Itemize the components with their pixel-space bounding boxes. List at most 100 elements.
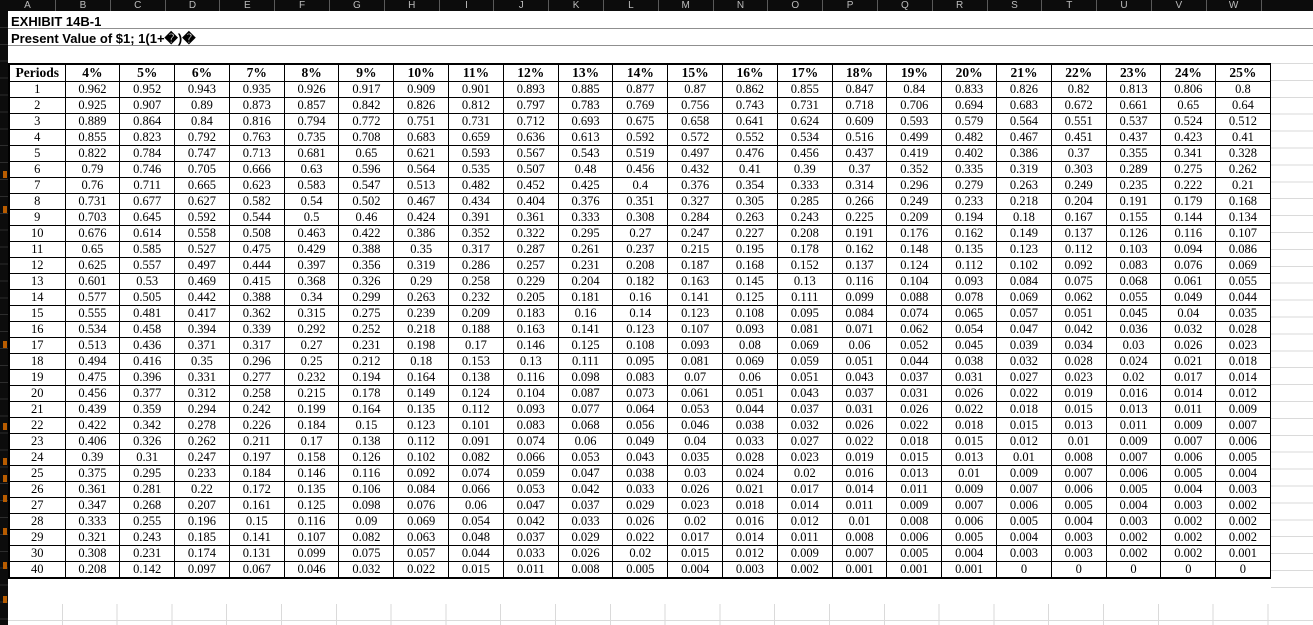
pv-factor-cell[interactable]: 0.008 [831, 529, 888, 546]
pv-factor-cell[interactable]: 0.116 [283, 513, 340, 530]
pv-factor-cell[interactable]: 0.13 [776, 273, 833, 290]
pv-factor-cell[interactable]: 0.232 [283, 369, 340, 386]
pv-factor-cell[interactable]: 0.044 [886, 353, 943, 370]
pv-factor-cell[interactable]: 0.708 [338, 129, 395, 146]
pv-factor-cell[interactable]: 0.033 [722, 433, 778, 450]
pv-factor-cell[interactable]: 0.004 [941, 545, 998, 562]
pv-factor-cell[interactable]: 0.026 [831, 417, 888, 434]
pv-factor-cell[interactable]: 0.006 [1105, 465, 1162, 482]
pv-factor-cell[interactable]: 0.909 [393, 81, 450, 98]
pv-factor-cell[interactable]: 0.002 [1215, 529, 1272, 546]
pv-factor-cell[interactable]: 0.397 [283, 257, 340, 274]
pv-factor-cell[interactable]: 0.099 [831, 289, 888, 306]
pv-factor-cell[interactable]: 0.255 [119, 513, 176, 530]
pv-factor-cell[interactable]: 0.239 [393, 305, 450, 322]
pv-factor-cell[interactable]: 0 [1160, 561, 1217, 579]
pv-factor-cell[interactable]: 0.081 [667, 353, 724, 370]
pv-factor-cell[interactable]: 0.482 [448, 177, 504, 194]
pv-factor-cell[interactable]: 0.424 [393, 209, 450, 226]
pv-factor-cell[interactable]: 0.09 [338, 513, 395, 530]
pv-factor-cell[interactable]: 0.551 [1050, 113, 1107, 130]
period-cell[interactable]: 21 [8, 401, 66, 418]
pv-factor-cell[interactable]: 0.65 [1160, 97, 1217, 114]
pv-factor-cell[interactable]: 0.035 [667, 449, 724, 466]
pv-factor-cell[interactable]: 0.425 [557, 177, 614, 194]
pv-factor-cell[interactable]: 0.004 [1050, 513, 1107, 530]
pv-factor-cell[interactable]: 0.925 [64, 97, 121, 114]
pv-factor-cell[interactable]: 0.048 [448, 529, 504, 546]
rate-header-cell[interactable]: 18% [831, 63, 888, 82]
pv-factor-cell[interactable]: 0.258 [228, 385, 285, 402]
pv-factor-cell[interactable]: 0.015 [667, 545, 724, 562]
pv-factor-cell[interactable]: 0.289 [1105, 161, 1162, 178]
pv-factor-cell[interactable]: 0.043 [612, 449, 669, 466]
pv-factor-cell[interactable]: 0.18 [393, 353, 450, 370]
pv-factor-cell[interactable]: 0.008 [557, 561, 614, 579]
pv-factor-cell[interactable]: 0.275 [338, 305, 395, 322]
pv-factor-cell[interactable]: 0.756 [667, 97, 724, 114]
pv-factor-cell[interactable]: 0 [1050, 561, 1107, 579]
pv-factor-cell[interactable]: 0.406 [64, 433, 121, 450]
pv-factor-cell[interactable]: 0.009 [776, 545, 833, 562]
pv-factor-cell[interactable]: 0.137 [1050, 225, 1107, 242]
pv-factor-cell[interactable]: 0.014 [1215, 369, 1272, 386]
pv-factor-cell[interactable]: 0.084 [393, 481, 450, 498]
pv-factor-cell[interactable]: 0.005 [1105, 481, 1162, 498]
pv-factor-cell[interactable]: 0.007 [941, 497, 998, 514]
pv-factor-cell[interactable]: 0.073 [612, 385, 669, 402]
pv-factor-cell[interactable]: 0.467 [393, 193, 450, 210]
period-cell[interactable]: 16 [8, 321, 66, 338]
pv-factor-cell[interactable]: 0 [1105, 561, 1162, 579]
pv-factor-cell[interactable]: 0.252 [338, 321, 395, 338]
pv-factor-cell[interactable]: 0.592 [612, 129, 669, 146]
pv-factor-cell[interactable]: 0.098 [338, 497, 395, 514]
pv-factor-cell[interactable]: 0.074 [886, 305, 943, 322]
pv-factor-cell[interactable]: 0.084 [831, 305, 888, 322]
pv-factor-cell[interactable]: 0.279 [941, 177, 998, 194]
pv-factor-cell[interactable]: 0.666 [228, 161, 285, 178]
pv-factor-cell[interactable]: 0.007 [1105, 449, 1162, 466]
pv-factor-cell[interactable]: 0.751 [393, 113, 450, 130]
period-cell[interactable]: 1 [8, 81, 66, 98]
pv-factor-cell[interactable]: 0.258 [448, 273, 504, 290]
pv-factor-cell[interactable]: 0.499 [886, 129, 943, 146]
pv-factor-cell[interactable]: 0.39 [64, 449, 121, 466]
period-cell[interactable]: 28 [8, 513, 66, 530]
pv-factor-cell[interactable]: 0.444 [228, 257, 285, 274]
pv-factor-cell[interactable]: 0.026 [612, 513, 669, 530]
pv-factor-cell[interactable]: 0.023 [1215, 337, 1272, 354]
pv-factor-cell[interactable]: 0.212 [338, 353, 395, 370]
pv-factor-cell[interactable]: 0.362 [228, 305, 285, 322]
pv-factor-cell[interactable]: 0.014 [1160, 385, 1217, 402]
pv-factor-cell[interactable]: 0 [1215, 561, 1272, 579]
pv-factor-cell[interactable]: 0.31 [119, 449, 176, 466]
pv-factor-cell[interactable]: 0.295 [557, 225, 614, 242]
column-letter-Q[interactable]: Q [878, 0, 933, 11]
pv-factor-cell[interactable]: 0.63 [283, 161, 340, 178]
pv-factor-cell[interactable]: 0.063 [393, 529, 450, 546]
pv-factor-cell[interactable]: 0.053 [557, 449, 614, 466]
pv-factor-cell[interactable]: 0.071 [831, 321, 888, 338]
pv-factor-cell[interactable]: 0.075 [1050, 273, 1107, 290]
rate-header-cell[interactable]: 9% [338, 63, 395, 82]
pv-factor-cell[interactable]: 0.044 [448, 545, 504, 562]
pv-factor-cell[interactable]: 0.125 [283, 497, 340, 514]
pv-factor-cell[interactable]: 0.045 [1105, 305, 1162, 322]
pv-factor-cell[interactable]: 0.577 [64, 289, 121, 306]
column-letter-W[interactable]: W [1207, 0, 1262, 11]
pv-factor-cell[interactable]: 0.123 [612, 321, 669, 338]
period-cell[interactable]: 3 [8, 113, 66, 130]
pv-factor-cell[interactable]: 0.231 [557, 257, 614, 274]
pv-factor-cell[interactable]: 0.303 [1050, 161, 1107, 178]
pv-factor-cell[interactable]: 0.519 [612, 145, 669, 162]
pv-factor-cell[interactable]: 0.056 [612, 417, 669, 434]
pv-factor-cell[interactable]: 0.135 [283, 481, 340, 498]
pv-factor-cell[interactable]: 0.645 [119, 209, 176, 226]
pv-factor-cell[interactable]: 0.508 [228, 225, 285, 242]
pv-factor-cell[interactable]: 0.415 [228, 273, 285, 290]
pv-factor-cell[interactable]: 0.585 [119, 241, 176, 258]
pv-factor-cell[interactable]: 0.209 [886, 209, 943, 226]
pv-factor-cell[interactable]: 0.055 [1105, 289, 1162, 306]
pv-factor-cell[interactable]: 0.681 [283, 145, 340, 162]
pv-factor-cell[interactable]: 0.005 [1160, 465, 1217, 482]
